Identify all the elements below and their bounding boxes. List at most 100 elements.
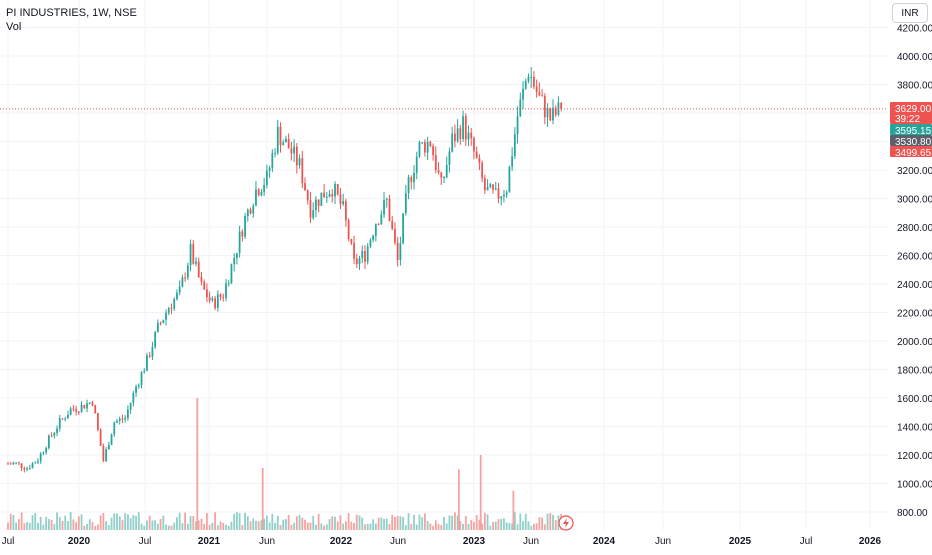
volume-bar <box>268 522 271 530</box>
candle-body <box>110 434 113 445</box>
volume-bar <box>410 524 413 530</box>
candle-body <box>219 294 222 298</box>
price-axis[interactable]: 800.00 1000.00 1200.00 1400.00 1600.00 1800.0… <box>897 24 932 520</box>
candle-body <box>94 405 97 414</box>
candle-body <box>189 244 192 266</box>
candle-body <box>404 193 407 214</box>
candle-body <box>451 133 454 152</box>
time-axis[interactable]: Jul 2020 Jul 2021 Jun 2022 Jun 2023 Jun 2024 Jun 20… <box>2 536 882 547</box>
volume-bar <box>320 523 323 530</box>
candle-body <box>432 146 434 156</box>
candle-body <box>72 408 75 410</box>
candle-body <box>116 420 118 423</box>
time-tick-label: 2020 <box>68 536 91 547</box>
candle-body <box>50 435 53 437</box>
candle-body <box>497 188 500 199</box>
candle-body <box>519 99 522 117</box>
volume-bar <box>535 523 538 530</box>
candle-body <box>192 244 195 264</box>
candle-body <box>181 277 184 287</box>
volume-bar <box>530 525 533 530</box>
candle-body <box>268 167 271 171</box>
candle-body <box>402 213 405 244</box>
candle-body <box>236 252 238 259</box>
volume-bar <box>494 521 497 530</box>
volume-bar <box>195 521 197 530</box>
volume-bar <box>287 514 290 530</box>
candle-body <box>511 156 514 167</box>
last-price-tag: 3629.00 <box>895 104 932 115</box>
candle-body <box>143 370 146 372</box>
volume-bar <box>464 516 467 530</box>
volume-bar <box>94 525 97 530</box>
candle-body <box>274 152 276 154</box>
volume-bar <box>7 522 9 530</box>
candle-body <box>271 153 274 168</box>
candle-body <box>148 355 151 357</box>
candle-body <box>86 403 88 409</box>
volume-bar <box>39 516 42 530</box>
volume-bar <box>342 523 345 530</box>
candle-body <box>88 402 91 404</box>
candle-body <box>554 107 557 115</box>
candle-body <box>37 461 39 463</box>
candle-body <box>429 141 432 147</box>
candle-body <box>56 428 58 433</box>
volume-bar <box>396 515 399 530</box>
volume-bar <box>448 515 451 530</box>
candle-body <box>91 402 94 406</box>
volume-bar <box>554 520 557 530</box>
currency-button[interactable]: INR <box>892 3 928 23</box>
volume-bar <box>353 523 355 530</box>
candle-body <box>508 166 511 193</box>
volume-bar <box>80 514 83 530</box>
volume-bar <box>227 525 230 530</box>
volume-bar <box>225 524 227 530</box>
candle-body <box>372 235 375 241</box>
candle-body <box>342 201 345 205</box>
volume-bar <box>402 517 405 530</box>
volume-bar <box>28 522 31 530</box>
volume-bar <box>252 518 255 530</box>
high-price-tag: 3595.15 <box>895 126 932 137</box>
price-tick-label: 800.00 <box>897 508 928 519</box>
price-tick-label: 2000.00 <box>897 337 932 348</box>
volume-bar <box>546 513 549 530</box>
candle-body <box>255 189 257 206</box>
candle-body <box>75 409 78 412</box>
candle-body <box>546 108 549 118</box>
candle-body <box>543 95 546 118</box>
candle-body <box>28 468 31 470</box>
volume-bar <box>219 521 222 530</box>
candle-body <box>478 157 481 163</box>
volume-bar <box>543 524 546 530</box>
lightning-icon[interactable] <box>558 515 574 531</box>
volume-bar <box>208 524 211 530</box>
volume-bar <box>102 512 105 530</box>
candle-body <box>385 198 388 200</box>
price-tick-label: 2400.00 <box>897 280 932 291</box>
volume-bar <box>12 515 15 530</box>
candle-body <box>279 126 282 146</box>
candle-body <box>347 220 350 239</box>
candle-body <box>47 435 50 449</box>
candle-body <box>298 158 301 166</box>
volume-bar <box>538 517 541 530</box>
volume-bar <box>355 514 358 530</box>
candle-body <box>391 220 394 229</box>
candle-body <box>230 264 233 284</box>
candle-body <box>462 116 464 139</box>
candle-body <box>533 77 535 87</box>
volume-bar <box>42 524 45 530</box>
volume-bar <box>279 525 282 530</box>
grid <box>0 0 888 530</box>
candle-body <box>97 413 99 430</box>
candle-body <box>31 463 34 469</box>
candle-body <box>7 463 9 465</box>
volume-bar <box>162 515 165 530</box>
candle-body <box>107 444 110 450</box>
volume-bar <box>479 455 482 530</box>
candle-body <box>176 292 178 300</box>
